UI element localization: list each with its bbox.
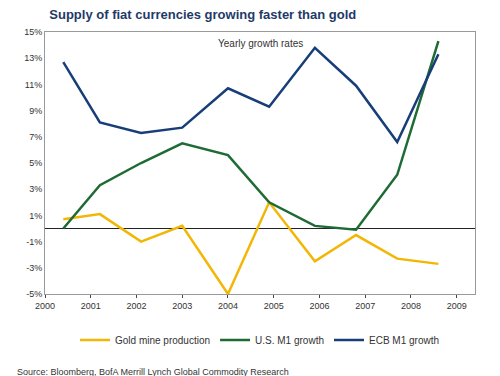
svg-text:2003: 2003 <box>172 301 192 311</box>
svg-text:2009: 2009 <box>447 301 467 311</box>
svg-text:-5%: -5% <box>26 289 42 299</box>
svg-text:-1%: -1% <box>26 237 42 247</box>
svg-text:2000: 2000 <box>35 301 55 311</box>
svg-text:2008: 2008 <box>401 301 421 311</box>
svg-text:Gold mine production: Gold mine production <box>115 335 210 346</box>
svg-text:-3%: -3% <box>26 263 42 273</box>
svg-text:U.S. M1 growth: U.S. M1 growth <box>255 335 324 346</box>
svg-text:2007: 2007 <box>355 301 375 311</box>
svg-text:13%: 13% <box>24 53 42 63</box>
svg-text:1%: 1% <box>29 211 42 221</box>
svg-text:2004: 2004 <box>218 301 238 311</box>
svg-text:Source: Bloomberg, BofA Merril: Source: Bloomberg, BofA Merrill Lynch Gl… <box>17 367 289 376</box>
svg-text:Yearly growth rates: Yearly growth rates <box>218 38 303 49</box>
svg-text:11%: 11% <box>25 80 42 90</box>
svg-text:15%: 15% <box>24 27 42 37</box>
svg-text:2002: 2002 <box>126 301 146 311</box>
svg-text:5%: 5% <box>29 158 42 168</box>
svg-text:9%: 9% <box>29 106 42 116</box>
svg-text:2005: 2005 <box>264 301 284 311</box>
svg-text:7%: 7% <box>29 132 42 142</box>
svg-text:Supply of fiat currencies grow: Supply of fiat currencies growing faster… <box>49 7 356 22</box>
svg-text:ECB M1 growth: ECB M1 growth <box>369 335 439 346</box>
svg-text:2006: 2006 <box>309 301 329 311</box>
svg-text:3%: 3% <box>29 184 42 194</box>
svg-text:2001: 2001 <box>81 301 101 311</box>
